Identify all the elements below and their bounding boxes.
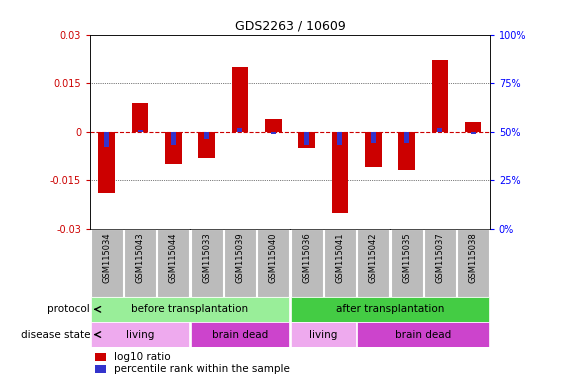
Text: GSM115042: GSM115042: [369, 232, 378, 283]
Bar: [104, 132, 109, 147]
Bar: [457, 229, 489, 297]
Bar: [99, 132, 115, 193]
Bar: [165, 132, 182, 164]
Bar: [271, 132, 276, 134]
Bar: [257, 229, 289, 297]
Bar: [291, 297, 489, 322]
Text: GSM115037: GSM115037: [435, 232, 444, 283]
Bar: [358, 229, 389, 297]
Bar: [304, 132, 309, 145]
Text: brain dead: brain dead: [395, 329, 452, 339]
Bar: [132, 103, 149, 132]
Text: living: living: [126, 329, 154, 339]
Bar: [265, 119, 282, 132]
Bar: [332, 132, 348, 213]
Text: protocol: protocol: [47, 305, 90, 314]
Bar: [471, 132, 476, 134]
Bar: [231, 67, 248, 132]
Bar: [171, 132, 176, 145]
Text: GSM115043: GSM115043: [136, 232, 145, 283]
Text: after transplantation: after transplantation: [336, 305, 444, 314]
Bar: [337, 132, 342, 145]
Bar: [191, 322, 289, 347]
Bar: [398, 132, 415, 170]
Bar: [291, 322, 356, 347]
Bar: [431, 60, 448, 132]
Bar: [365, 132, 382, 167]
Bar: [124, 229, 156, 297]
Bar: [191, 229, 222, 297]
Text: disease state: disease state: [21, 329, 90, 339]
Text: GSM115033: GSM115033: [202, 232, 211, 283]
Bar: [424, 229, 456, 297]
Bar: [465, 122, 481, 132]
Bar: [198, 132, 215, 157]
Bar: [91, 229, 123, 297]
Bar: [437, 128, 443, 132]
Legend: log10 ratio, percentile rank within the sample: log10 ratio, percentile rank within the …: [95, 353, 290, 374]
Text: GSM115036: GSM115036: [302, 232, 311, 283]
Text: before transplantation: before transplantation: [131, 305, 249, 314]
Bar: [370, 132, 376, 143]
Bar: [391, 229, 422, 297]
Bar: [224, 229, 256, 297]
Text: GSM115040: GSM115040: [269, 232, 278, 283]
Bar: [291, 229, 323, 297]
Bar: [404, 132, 409, 143]
Bar: [204, 132, 209, 139]
Bar: [137, 130, 142, 132]
Bar: [158, 229, 189, 297]
Text: brain dead: brain dead: [212, 329, 268, 339]
Bar: [238, 128, 243, 132]
Text: GSM115038: GSM115038: [468, 232, 477, 283]
Bar: [324, 229, 356, 297]
Title: GDS2263 / 10609: GDS2263 / 10609: [235, 19, 345, 32]
Text: GSM115034: GSM115034: [102, 232, 111, 283]
Text: GSM115039: GSM115039: [235, 232, 244, 283]
Text: GSM115041: GSM115041: [336, 232, 345, 283]
Text: GSM115035: GSM115035: [402, 232, 411, 283]
Bar: [358, 322, 489, 347]
Text: GSM115044: GSM115044: [169, 232, 178, 283]
Bar: [91, 297, 289, 322]
Bar: [91, 322, 189, 347]
Bar: [298, 132, 315, 148]
Text: living: living: [309, 329, 337, 339]
